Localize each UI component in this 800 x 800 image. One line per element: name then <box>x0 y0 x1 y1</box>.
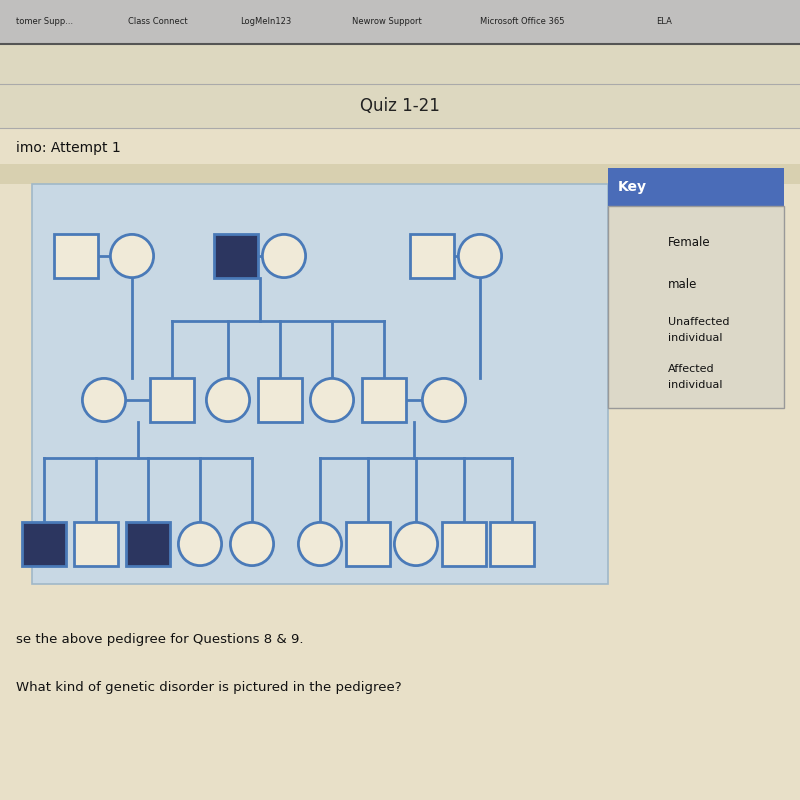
Text: Quiz 1-21: Quiz 1-21 <box>360 97 440 114</box>
FancyBboxPatch shape <box>126 522 170 566</box>
FancyBboxPatch shape <box>632 321 651 340</box>
Text: Class Connect: Class Connect <box>128 18 188 26</box>
FancyBboxPatch shape <box>74 522 118 566</box>
FancyBboxPatch shape <box>621 273 643 295</box>
Text: Microsoft Office 365: Microsoft Office 365 <box>480 18 565 26</box>
Text: individual: individual <box>668 380 722 390</box>
Text: Newrow Support: Newrow Support <box>352 18 422 26</box>
Circle shape <box>614 367 634 386</box>
Circle shape <box>206 378 250 422</box>
Text: male: male <box>668 278 698 290</box>
Circle shape <box>394 522 438 566</box>
FancyBboxPatch shape <box>632 367 651 386</box>
FancyBboxPatch shape <box>608 206 784 408</box>
Text: Female: Female <box>668 236 710 249</box>
FancyBboxPatch shape <box>0 0 800 44</box>
FancyBboxPatch shape <box>22 522 66 566</box>
Text: ELA: ELA <box>656 18 672 26</box>
Circle shape <box>82 378 126 422</box>
FancyBboxPatch shape <box>346 522 390 566</box>
Circle shape <box>110 234 154 278</box>
Circle shape <box>262 234 306 278</box>
FancyBboxPatch shape <box>214 234 258 278</box>
FancyBboxPatch shape <box>608 168 784 206</box>
Circle shape <box>458 234 502 278</box>
FancyBboxPatch shape <box>0 44 800 128</box>
FancyBboxPatch shape <box>150 378 194 422</box>
FancyBboxPatch shape <box>0 164 800 184</box>
Circle shape <box>310 378 354 422</box>
Text: Affected: Affected <box>668 364 714 374</box>
Text: LogMeIn123: LogMeIn123 <box>240 18 291 26</box>
Text: What kind of genetic disorder is pictured in the pedigree?: What kind of genetic disorder is picture… <box>16 682 402 694</box>
FancyBboxPatch shape <box>32 184 608 584</box>
FancyBboxPatch shape <box>258 378 302 422</box>
Text: tomer Supp...: tomer Supp... <box>16 18 73 26</box>
Circle shape <box>178 522 222 566</box>
Text: Key: Key <box>618 180 646 194</box>
Circle shape <box>614 321 634 340</box>
FancyBboxPatch shape <box>442 522 486 566</box>
Circle shape <box>298 522 342 566</box>
FancyBboxPatch shape <box>54 234 98 278</box>
Circle shape <box>621 231 643 254</box>
Text: imo: Attempt 1: imo: Attempt 1 <box>16 141 121 155</box>
FancyBboxPatch shape <box>410 234 454 278</box>
Circle shape <box>230 522 274 566</box>
FancyBboxPatch shape <box>362 378 406 422</box>
FancyBboxPatch shape <box>490 522 534 566</box>
Circle shape <box>422 378 466 422</box>
Text: Unaffected: Unaffected <box>668 318 730 327</box>
Text: se the above pedigree for Questions 8 & 9.: se the above pedigree for Questions 8 & … <box>16 634 303 646</box>
Text: individual: individual <box>668 334 722 343</box>
